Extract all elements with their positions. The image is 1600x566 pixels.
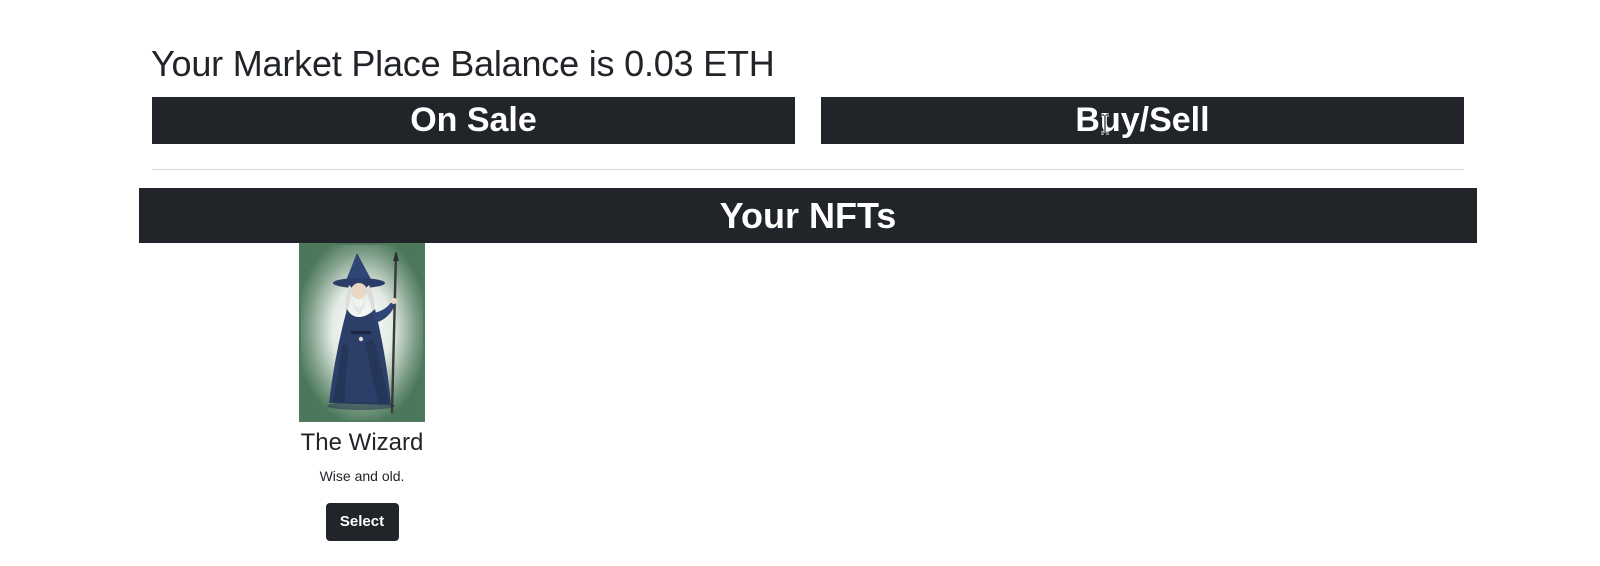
nft-card: The Wizard Wise and old. Select: [280, 243, 444, 541]
on-sale-button[interactable]: On Sale: [152, 97, 795, 144]
buy-sell-button[interactable]: Buy/Sell: [821, 97, 1464, 144]
wizard-icon: [299, 243, 425, 422]
your-nfts-header: Your NFTs: [139, 188, 1477, 243]
nft-description: Wise and old.: [319, 468, 405, 484]
section-divider: [152, 169, 1464, 170]
nft-name: The Wizard: [300, 429, 424, 456]
marketplace-balance: Your Market Place Balance is 0.03 ETH: [151, 43, 775, 84]
select-button[interactable]: Select: [325, 503, 399, 541]
